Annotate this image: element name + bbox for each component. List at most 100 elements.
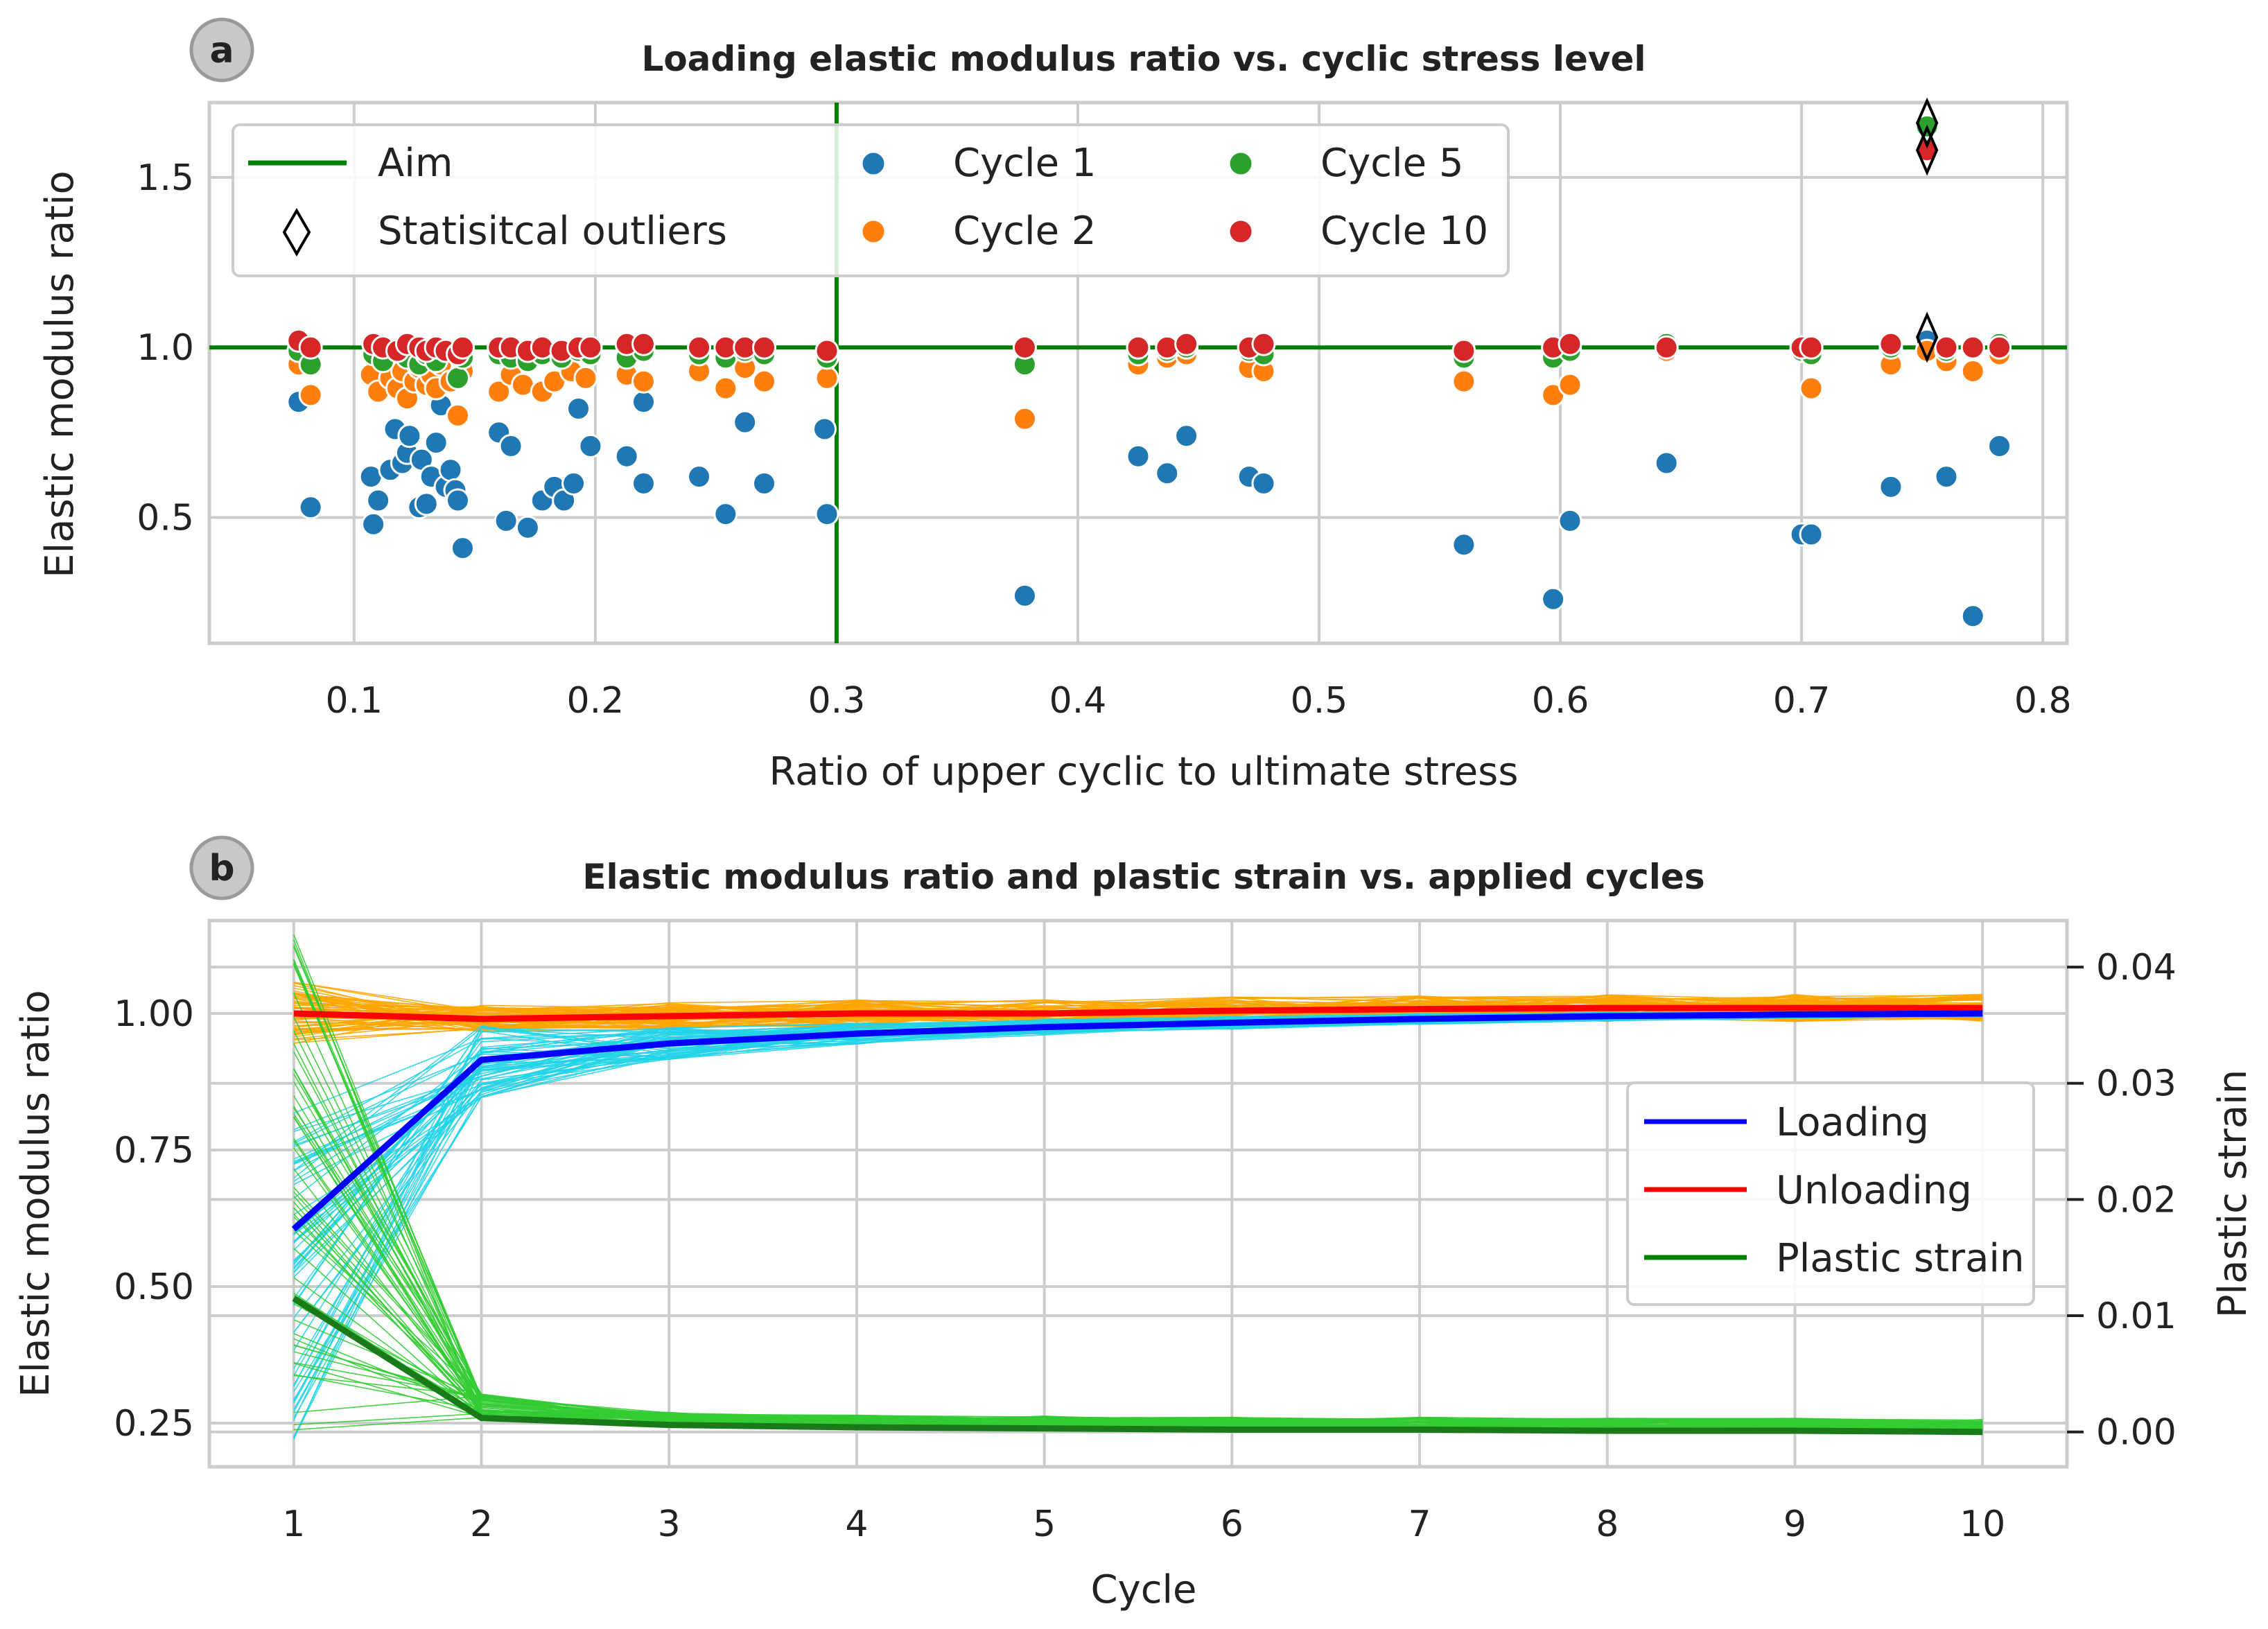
panel-a-x-tick-label: 0.3 — [808, 680, 866, 722]
point-cycle1 — [298, 495, 323, 520]
point-cycle1 — [733, 410, 758, 435]
point-cycle1 — [1126, 444, 1151, 469]
point-cycle2 — [1012, 406, 1037, 431]
point-cycle1 — [1960, 604, 1985, 629]
panel-a-outliers — [1915, 97, 1939, 363]
panel-a-legend: Aim Statisitcal outliers Cycle 1 Cycle 2… — [232, 123, 1510, 277]
outlier-diamond — [1915, 97, 1939, 149]
legend-cycle2-marker — [860, 218, 887, 245]
point-cycle1 — [1012, 583, 1037, 608]
point-cycle2 — [631, 369, 656, 394]
panel-b-badge-label: b — [209, 848, 234, 889]
point-cycle1 — [713, 502, 738, 527]
point-cycle1 — [631, 471, 656, 496]
panel-b-right-y-tick-label: 0.00 — [2096, 1412, 2177, 1454]
panel-b-x-tick-label: 6 — [1221, 1504, 1244, 1545]
point-cycle10 — [1934, 335, 1959, 360]
panel-b-x-tick-label: 3 — [658, 1504, 681, 1545]
point-cycle10 — [687, 335, 712, 360]
panel-a: 0.1 0.2 0.3 0.4 0.5 0.6 0.7 0.8 0.5 1.0 1.5 a Loa… — [37, 17, 2072, 794]
panel-b-legend-box — [1626, 1081, 2035, 1306]
legend-unloading-label: Unloading — [1776, 1168, 1972, 1213]
panel-b-x-tick-label: 10 — [1960, 1504, 2005, 1545]
point-cycle2 — [445, 403, 470, 428]
point-cycle1 — [752, 471, 777, 496]
legend-aim-label: Aim — [378, 141, 453, 186]
legend-cycle10-marker — [1228, 218, 1254, 245]
panel-a-y-tick-label: 0.5 — [137, 497, 194, 539]
panel-b-x-label: Cycle — [1090, 1567, 1196, 1612]
panel-b-y-tick-label: 0.25 — [114, 1403, 194, 1445]
point-cycle1 — [631, 390, 656, 415]
panel-a-x-tick-label: 0.5 — [1291, 680, 1348, 722]
unloading-mean-line — [293, 1004, 1983, 1022]
panel-a-badge: a — [189, 17, 254, 82]
point-cycle10 — [1878, 331, 1903, 356]
panel-a-x-tick-label: 0.7 — [1773, 680, 1831, 722]
legend-outlier-diamond-icon — [282, 208, 311, 256]
panel-a-badge-label: a — [209, 30, 234, 71]
point-cycle1 — [578, 433, 603, 458]
point-cycle1 — [397, 424, 422, 448]
point-cycle2 — [752, 369, 777, 394]
point-cycle10 — [578, 335, 603, 360]
panel-a-title: Loading elastic modulus ratio vs. cyclic… — [641, 39, 1646, 79]
point-cycle1 — [1251, 471, 1276, 496]
point-cycle10 — [1012, 335, 1037, 360]
point-cycle1 — [1934, 464, 1959, 489]
point-cycle10 — [631, 331, 656, 356]
point-cycle1 — [687, 464, 712, 489]
point-cycle1 — [450, 536, 475, 561]
point-cycle1 — [1987, 433, 2012, 458]
panel-a-x-label: Ratio of upper cyclic to ultimate stress — [769, 749, 1518, 794]
point-cycle10 — [752, 335, 777, 360]
point-cycle2 — [814, 365, 839, 390]
point-cycle1 — [1799, 522, 1824, 547]
legend-plastic-label: Plastic strain — [1776, 1236, 2024, 1281]
plastic-strain-mean-line — [292, 1296, 1983, 1436]
panel-b-title: Elastic modulus ratio and plastic strain… — [582, 857, 1704, 897]
point-cycle1 — [366, 488, 391, 513]
point-cycle1 — [438, 458, 463, 482]
panel-a-legend-box — [232, 123, 1510, 277]
panel-b-frame — [207, 918, 2069, 1469]
panel-b-x-tick-label: 2 — [470, 1504, 493, 1545]
panel-b-mean-lines — [291, 1004, 1983, 1436]
outlier-diamond — [1915, 124, 1939, 176]
legend-cycle5-label: Cycle 5 — [1320, 141, 1463, 186]
point-cycle5 — [445, 365, 470, 390]
panel-b-x-tick-label: 7 — [1408, 1504, 1431, 1545]
point-cycle1 — [566, 397, 591, 421]
legend-cycle1-label: Cycle 1 — [953, 141, 1096, 186]
point-cycle1 — [445, 488, 470, 513]
panel-b-x-tick-label: 8 — [1596, 1504, 1619, 1545]
loading-mean-line — [291, 1010, 1983, 1232]
panel-a-y-label: Elastic modulus ratio — [37, 171, 82, 578]
point-cycle10 — [1251, 331, 1276, 356]
panel-a-points — [286, 114, 2012, 629]
panel-a-y-tick-label: 1.0 — [137, 327, 194, 369]
panel-a-y-ticks: 0.5 1.0 1.5 — [137, 157, 194, 539]
point-cycle1 — [1654, 451, 1679, 476]
panel-a-x-tick-label: 0.2 — [567, 680, 625, 722]
point-cycle10 — [450, 335, 475, 360]
point-cycle1 — [812, 417, 837, 442]
point-cycle1 — [1558, 508, 1582, 533]
legend-loading-label: Loading — [1776, 1100, 1929, 1145]
point-cycle1 — [414, 491, 439, 516]
point-cycle2 — [713, 376, 738, 401]
point-cycle2 — [573, 365, 598, 390]
point-cycle2 — [298, 383, 323, 408]
panel-b-x-tick-label: 4 — [845, 1504, 868, 1545]
point-cycle1 — [561, 471, 586, 496]
point-cycle10 — [298, 335, 323, 360]
panel-b-right-y-tick-label: 0.01 — [2096, 1296, 2177, 1337]
legend-cycle5-marker — [1228, 150, 1254, 177]
panel-a-x-ticks: 0.1 0.2 0.3 0.4 0.5 0.6 0.7 0.8 — [325, 680, 2071, 722]
point-cycle2 — [1558, 372, 1582, 397]
point-cycle1 — [1878, 474, 1903, 499]
point-cycle10 — [1960, 335, 1985, 360]
legend-outliers-label: Statisitcal outliers — [378, 209, 727, 254]
point-cycle10 — [1451, 338, 1476, 363]
